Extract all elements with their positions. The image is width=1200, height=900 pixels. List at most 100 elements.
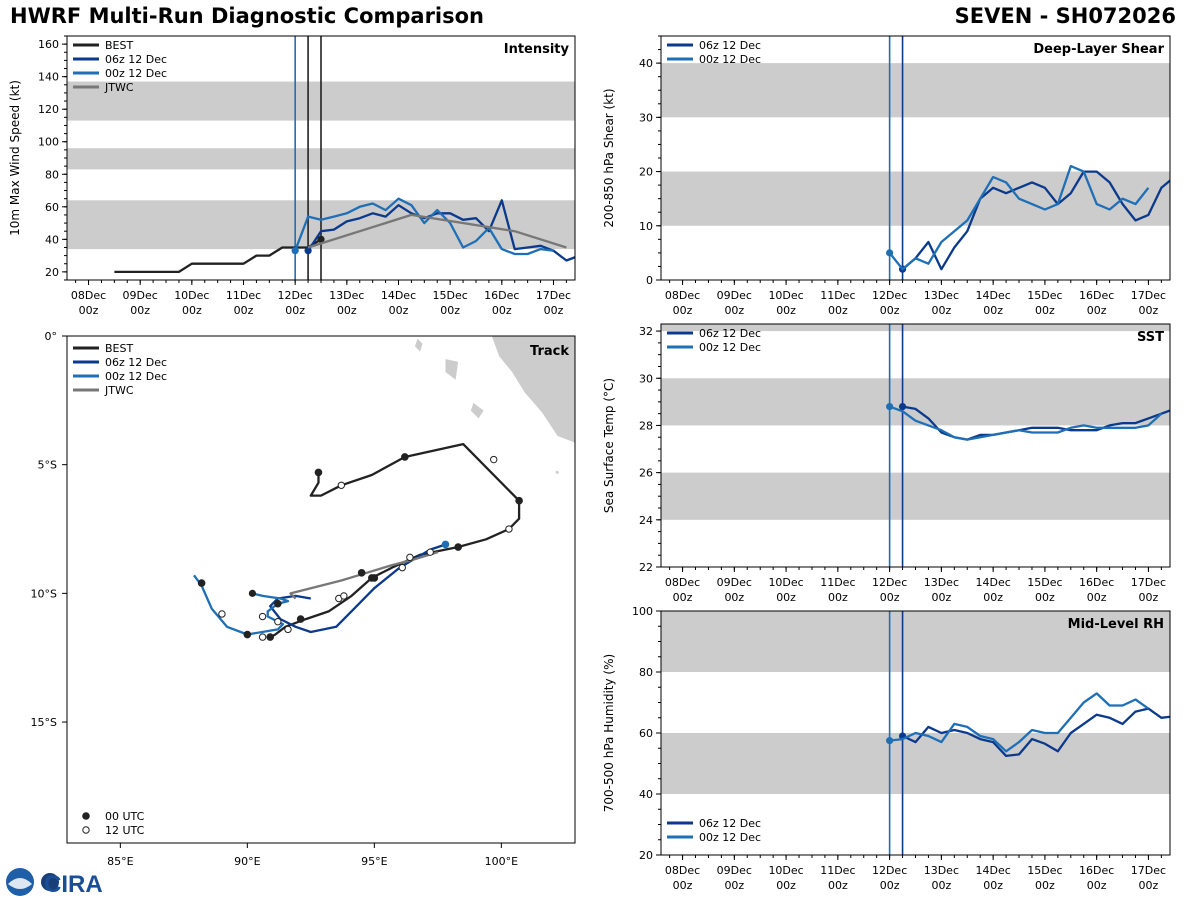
shear-xtick-day: 08Dec xyxy=(665,289,700,302)
intensity-ytick-label: 160 xyxy=(38,38,59,51)
rh-xtick-hour: 00z xyxy=(880,879,900,892)
storm-identifier: SEVEN - SH072026 xyxy=(954,4,1176,28)
intensity-xtick-hour: 00z xyxy=(492,304,512,317)
intensity-ytick-label: 140 xyxy=(38,71,59,84)
intensity-xtick-day: 13Dec xyxy=(329,289,364,302)
sst-ytick-label: 30 xyxy=(639,372,653,385)
sst-xtick-hour: 00z xyxy=(724,591,744,604)
intensity-ytick-label: 120 xyxy=(38,103,59,116)
sst-band-1 xyxy=(661,378,1170,426)
land-island xyxy=(414,338,423,352)
rh-ytick-label: 80 xyxy=(639,666,653,679)
track-point-12utc xyxy=(406,553,414,562)
track-ytick-label: 15°S xyxy=(31,716,57,729)
sst-xtick-hour: 00z xyxy=(1087,591,1107,604)
track-marker-legend-label: 12 UTC xyxy=(105,824,145,837)
rh-series-marker-1-0 xyxy=(886,737,894,745)
track-point-12utc xyxy=(426,548,434,556)
shear-series-marker-1-0 xyxy=(886,249,894,257)
shear-ytick-label: 0 xyxy=(646,274,653,287)
intensity-ytick-label: 100 xyxy=(38,136,59,149)
track-point-00utc xyxy=(454,543,462,551)
shear-xtick-hour: 00z xyxy=(1139,304,1159,317)
track-ytick-label: 10°S xyxy=(31,587,57,600)
intensity-ytick-label: 60 xyxy=(45,201,59,214)
sst-xtick-hour: 00z xyxy=(776,591,796,604)
rh-ytick-label: 100 xyxy=(632,605,653,618)
sst-panel-title: SST xyxy=(1137,330,1164,345)
sst-xtick-hour: 00z xyxy=(673,591,693,604)
sst-ytick-label: 28 xyxy=(639,419,653,432)
globe-icon xyxy=(41,873,59,891)
track-point-00utc xyxy=(274,599,282,608)
sst-series-marker-0-0 xyxy=(898,402,907,411)
rh-legend-label: 00z 12 Dec xyxy=(699,831,761,844)
intensity-legend-label: 06z 12 Dec xyxy=(105,53,167,66)
intensity-xtick-day: 12Dec xyxy=(278,289,313,302)
rh-xtick-hour: 00z xyxy=(776,879,796,892)
track-point-00utc xyxy=(401,453,409,461)
shear-xtick-hour: 00z xyxy=(1035,304,1055,317)
track-marker-legend-label: 00 UTC xyxy=(105,810,145,823)
track-point-12utc xyxy=(337,481,346,489)
shear-xtick-day: 14Dec xyxy=(975,289,1010,302)
rh-xtick-day: 12Dec xyxy=(872,864,907,877)
shear-xtick-hour: 00z xyxy=(983,304,1003,317)
rh-xtick-hour: 00z xyxy=(673,879,693,892)
sst-legend-label: 00z 12 Dec xyxy=(699,341,761,354)
rh-ytick-label: 40 xyxy=(639,788,653,801)
track-point-12utc xyxy=(218,610,226,618)
sst-xtick-hour: 00z xyxy=(1035,591,1055,604)
intensity-xtick-hour: 00z xyxy=(79,304,99,317)
shear-series-06z-12-dec xyxy=(901,170,1170,271)
track-marker-legend-swatch xyxy=(82,812,90,820)
shear-ytick-label: 30 xyxy=(639,111,653,124)
land-islet xyxy=(555,470,559,474)
rh-band-1 xyxy=(661,611,1170,672)
sst-xtick-day: 10Dec xyxy=(768,576,803,589)
land-sumatra xyxy=(490,336,575,444)
shear-series-00z-12-dec xyxy=(888,164,1150,271)
intensity-series-marker-1-0 xyxy=(304,247,312,255)
rh-xtick-hour: 00z xyxy=(1139,879,1159,892)
shear-band-1 xyxy=(661,63,1170,118)
shear-plot-area xyxy=(661,36,1170,280)
rh-xtick-day: 15Dec xyxy=(1027,864,1062,877)
rh-xtick-day: 14Dec xyxy=(975,864,1010,877)
track-run-start-marker xyxy=(441,540,450,549)
rh-xtick-day: 08Dec xyxy=(665,864,700,877)
intensity-ylabel: 10m Max Wind Speed (kt) xyxy=(8,80,22,236)
intensity-xtick-hour: 00z xyxy=(234,304,254,317)
sst-xtick-hour: 00z xyxy=(1139,591,1159,604)
page-title: HWRF Multi-Run Diagnostic Comparison xyxy=(10,4,485,28)
shear-legend-label: 06z 12 Dec xyxy=(699,39,761,52)
track-point-12utc xyxy=(284,625,292,634)
intensity-ytick-label: 20 xyxy=(45,266,59,279)
intensity-panel-title: Intensity xyxy=(504,42,570,57)
track-00z-12-dec xyxy=(193,574,290,636)
track-ytick-label: 5°S xyxy=(38,459,57,472)
intensity-series-best xyxy=(114,238,322,274)
shear-xtick-day: 12Dec xyxy=(872,289,907,302)
intensity-legend-label: 00z 12 Dec xyxy=(105,67,167,80)
track-xtick-label: 100°E xyxy=(485,855,518,868)
sst-ytick-label: 26 xyxy=(639,467,653,480)
shear-xtick-day: 16Dec xyxy=(1079,289,1114,302)
sst-series-marker-1-0 xyxy=(886,402,894,411)
rh-plot-area xyxy=(661,611,1170,855)
shear-xtick-hour: 00z xyxy=(931,304,951,317)
track-xtick-label: 90°E xyxy=(234,855,260,868)
shear-xtick-hour: 00z xyxy=(1087,304,1107,317)
sst-legend-label: 06z 12 Dec xyxy=(699,327,761,340)
track-point-00utc xyxy=(515,496,523,505)
track-panel-title: Track xyxy=(530,344,569,359)
sst-plot-area xyxy=(661,324,1170,567)
intensity-xtick-day: 14Dec xyxy=(381,289,416,302)
rh-xtick-hour: 00z xyxy=(983,879,1003,892)
sst-band-0 xyxy=(661,472,1170,520)
rh-xtick-hour: 00z xyxy=(724,879,744,892)
track-point-00utc xyxy=(357,568,366,577)
shear-xtick-day: 09Dec xyxy=(717,289,752,302)
